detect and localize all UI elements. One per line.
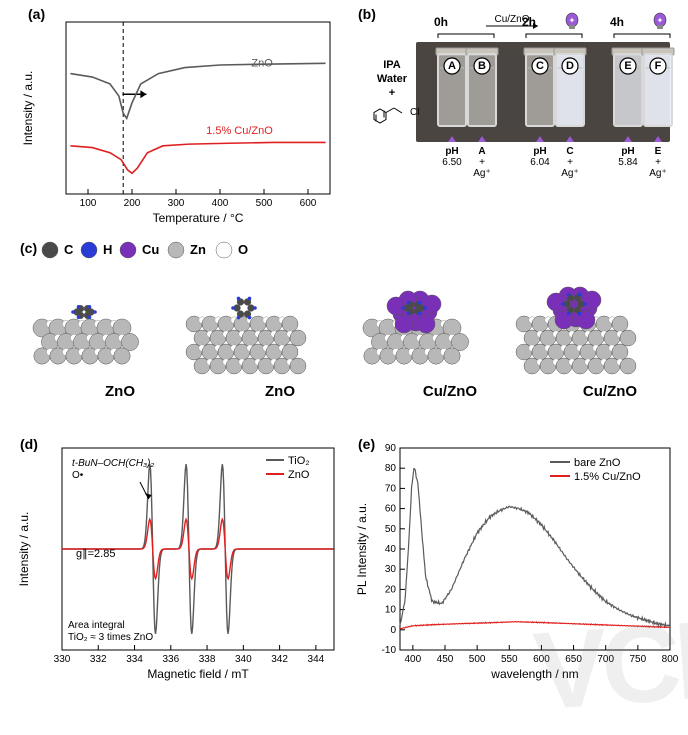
svg-text:50: 50: [385, 524, 397, 535]
svg-text:+: +: [479, 157, 485, 168]
svg-text:90: 90: [385, 443, 397, 454]
svg-text:t-BuN–OCH(CH₃)₂: t-BuN–OCH(CH₃)₂: [72, 458, 154, 469]
panel-b-photo: IPAWater+ClCu/ZnO0h2h✦4h✦ApH6.50BA+Ag⁺Cp…: [356, 12, 678, 227]
svg-text:ZnO: ZnO: [288, 469, 310, 481]
svg-text:A: A: [448, 60, 456, 72]
svg-text:E: E: [655, 146, 662, 157]
svg-text:pH: pH: [621, 146, 634, 157]
panel-d-chart: 330 332 334 336 338 340 342 344 Magnetic field /…: [14, 440, 344, 690]
svg-text:+: +: [655, 157, 661, 168]
svg-text:Ag⁺: Ag⁺: [561, 168, 579, 179]
svg-text:10: 10: [385, 605, 397, 616]
svg-text:Temperature / °C: Temperature / °C: [153, 211, 244, 225]
svg-text:2h: 2h: [522, 15, 536, 29]
svg-text:600: 600: [533, 654, 550, 665]
svg-text:334: 334: [126, 654, 143, 665]
svg-text:70: 70: [385, 483, 397, 494]
svg-text:✦: ✦: [657, 16, 664, 25]
svg-text:Ag⁺: Ag⁺: [649, 168, 667, 179]
svg-text:100: 100: [80, 198, 97, 209]
svg-text:PL Intensity / a.u.: PL Intensity / a.u.: [355, 503, 369, 595]
svg-text:wavelength / nm: wavelength / nm: [490, 667, 578, 681]
svg-text:IPA: IPA: [383, 59, 401, 71]
svg-text:340: 340: [235, 654, 252, 665]
svg-text:342: 342: [271, 654, 288, 665]
svg-text:200: 200: [124, 198, 141, 209]
svg-text:+: +: [389, 87, 395, 99]
svg-text:ZnO: ZnO: [105, 383, 135, 400]
svg-text:A: A: [478, 146, 485, 157]
svg-text:400: 400: [405, 654, 422, 665]
svg-text:Cu/ZnO: Cu/ZnO: [583, 383, 637, 400]
svg-text:338: 338: [199, 654, 216, 665]
svg-text:pH: pH: [533, 146, 546, 157]
svg-text:1.5% Cu/ZnO: 1.5% Cu/ZnO: [206, 125, 273, 137]
svg-text:750: 750: [630, 654, 647, 665]
svg-text:ZnO: ZnO: [251, 58, 273, 70]
svg-text:40: 40: [385, 544, 397, 555]
svg-text:500: 500: [469, 654, 486, 665]
svg-text:ZnO: ZnO: [265, 383, 295, 400]
svg-text:5.84: 5.84: [618, 157, 638, 168]
panel-e-chart: 400 450 500 550 600 650 700 750 800 -10 0 10 20 30 40 5…: [350, 440, 680, 690]
svg-text:TiO₂: TiO₂: [288, 455, 310, 467]
panel-a-chart: 100 200 300 400 500 600 Temperature / °C Intens…: [18, 12, 338, 227]
svg-text:Intensity / a.u.: Intensity / a.u.: [21, 71, 35, 146]
svg-text:450: 450: [437, 654, 454, 665]
svg-text:C: C: [64, 242, 74, 257]
svg-text:Water: Water: [377, 73, 408, 85]
svg-text:C: C: [536, 60, 544, 72]
svg-text:O: O: [238, 242, 248, 257]
svg-text:1.5% Cu/ZnO: 1.5% Cu/ZnO: [574, 471, 641, 483]
svg-text:C: C: [566, 146, 573, 157]
svg-text:B: B: [478, 60, 486, 72]
svg-text:344: 344: [308, 654, 325, 665]
svg-text:4h: 4h: [610, 15, 624, 29]
svg-text:H: H: [103, 242, 112, 257]
svg-text:F: F: [655, 60, 662, 72]
svg-text:+: +: [567, 157, 573, 168]
svg-text:600: 600: [300, 198, 317, 209]
svg-text:336: 336: [162, 654, 179, 665]
svg-text:Intensity / a.u.: Intensity / a.u.: [17, 512, 31, 587]
svg-text:Cl: Cl: [410, 107, 419, 118]
svg-text:6.04: 6.04: [530, 157, 550, 168]
svg-text:Cu: Cu: [142, 242, 159, 257]
svg-text:Area integral: Area integral: [68, 620, 125, 631]
svg-text:Magnetic field / mT: Magnetic field / mT: [147, 667, 249, 681]
svg-text:✦: ✦: [569, 16, 576, 25]
svg-text:330: 330: [54, 654, 71, 665]
svg-text:Ag⁺: Ag⁺: [473, 168, 491, 179]
svg-text:20: 20: [385, 584, 397, 595]
svg-text:6.50: 6.50: [442, 157, 462, 168]
svg-text:pH: pH: [445, 146, 458, 157]
svg-text:30: 30: [385, 564, 397, 575]
svg-text:O•: O•: [72, 470, 84, 481]
svg-text:500: 500: [256, 198, 273, 209]
svg-text:bare ZnO: bare ZnO: [574, 457, 621, 469]
svg-text:E: E: [624, 60, 631, 72]
svg-text:650: 650: [565, 654, 582, 665]
svg-text:700: 700: [597, 654, 614, 665]
svg-text:0: 0: [390, 625, 396, 636]
svg-text:D: D: [566, 60, 574, 72]
svg-text:332: 332: [90, 654, 107, 665]
svg-text:g∥=2.85: g∥=2.85: [76, 548, 115, 560]
svg-text:-10: -10: [382, 645, 397, 656]
svg-text:80: 80: [385, 463, 397, 474]
svg-text:300: 300: [168, 198, 185, 209]
svg-text:Cu/ZnO: Cu/ZnO: [423, 383, 477, 400]
svg-text:TiO₂ ≈ 3 times ZnO: TiO₂ ≈ 3 times ZnO: [68, 632, 153, 643]
panel-c-models: CHCuZnOZnOZnOCu/ZnOCu/ZnO: [20, 238, 680, 428]
svg-text:800: 800: [662, 654, 679, 665]
svg-text:0h: 0h: [434, 15, 448, 29]
svg-text:400: 400: [212, 198, 229, 209]
svg-text:Zn: Zn: [190, 242, 206, 257]
svg-text:550: 550: [501, 654, 518, 665]
svg-text:60: 60: [385, 504, 397, 515]
